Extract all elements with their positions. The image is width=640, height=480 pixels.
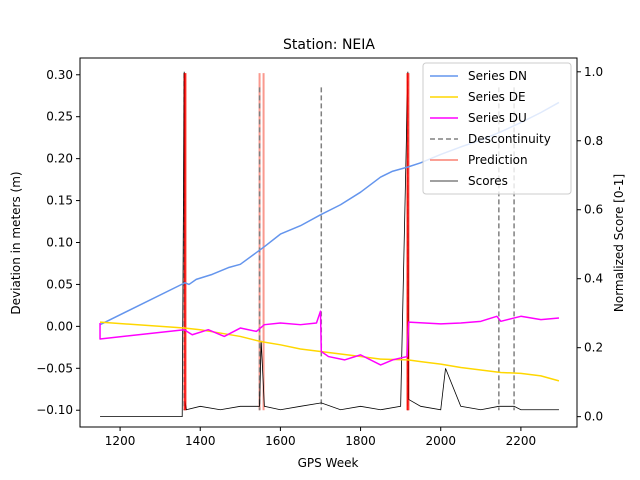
y-right-tick-label: 0.2 <box>584 341 603 355</box>
legend-label: Scores <box>468 174 508 188</box>
legend-label: Series DE <box>468 90 526 104</box>
x-tick-label: 1800 <box>345 434 376 448</box>
y-right-tick-label: 0.6 <box>584 203 603 217</box>
x-tick-label: 1400 <box>185 434 216 448</box>
y-tick-label: −0.10 <box>36 403 73 417</box>
y-right-tick-label: 0.8 <box>584 134 603 148</box>
y-tick-label: 0.05 <box>46 277 73 291</box>
legend-label: Series DU <box>468 111 527 125</box>
scores-line <box>100 71 559 418</box>
axes: 1200 1400 1600 1800 2000 2200 −0.10 −0.05 0.00 0.… <box>36 65 603 448</box>
legend-label: Descontinuity <box>468 132 551 146</box>
y-tick-label: 0.30 <box>46 68 73 82</box>
x-tick-label: 1600 <box>265 434 296 448</box>
y-tick-label: 0.15 <box>46 194 73 208</box>
series-du-line <box>99 310 560 366</box>
legend-label: Prediction <box>468 153 528 167</box>
plot-area <box>99 71 560 418</box>
y-tick-label: 0.20 <box>46 152 73 166</box>
y-right-tick-label: 1.0 <box>584 65 603 79</box>
y-axis-label: Deviation in meters (m) <box>9 171 23 314</box>
y-tick-label: 0.25 <box>46 110 73 124</box>
legend-box <box>422 62 572 195</box>
y-tick-label: −0.05 <box>36 361 73 375</box>
legend-label: Series DN <box>468 69 527 83</box>
x-tick-label: 2000 <box>425 434 456 448</box>
y-right-axis-label: Normalized Score [0-1] <box>612 174 626 312</box>
y-tick-label: 0.10 <box>46 236 73 250</box>
chart-title: Station: NEIA <box>283 37 375 53</box>
x-tick-label: 2200 <box>506 434 537 448</box>
x-axis-label: GPS Week <box>298 456 359 470</box>
y-tick-label: 0.00 <box>46 319 73 333</box>
x-tick-label: 1200 <box>105 434 136 448</box>
y-right-tick-label: 0.0 <box>584 410 603 424</box>
legend: Series DN Series DE Series DU Descontinuity… <box>422 62 572 195</box>
y-right-tick-label: 0.4 <box>584 272 603 286</box>
